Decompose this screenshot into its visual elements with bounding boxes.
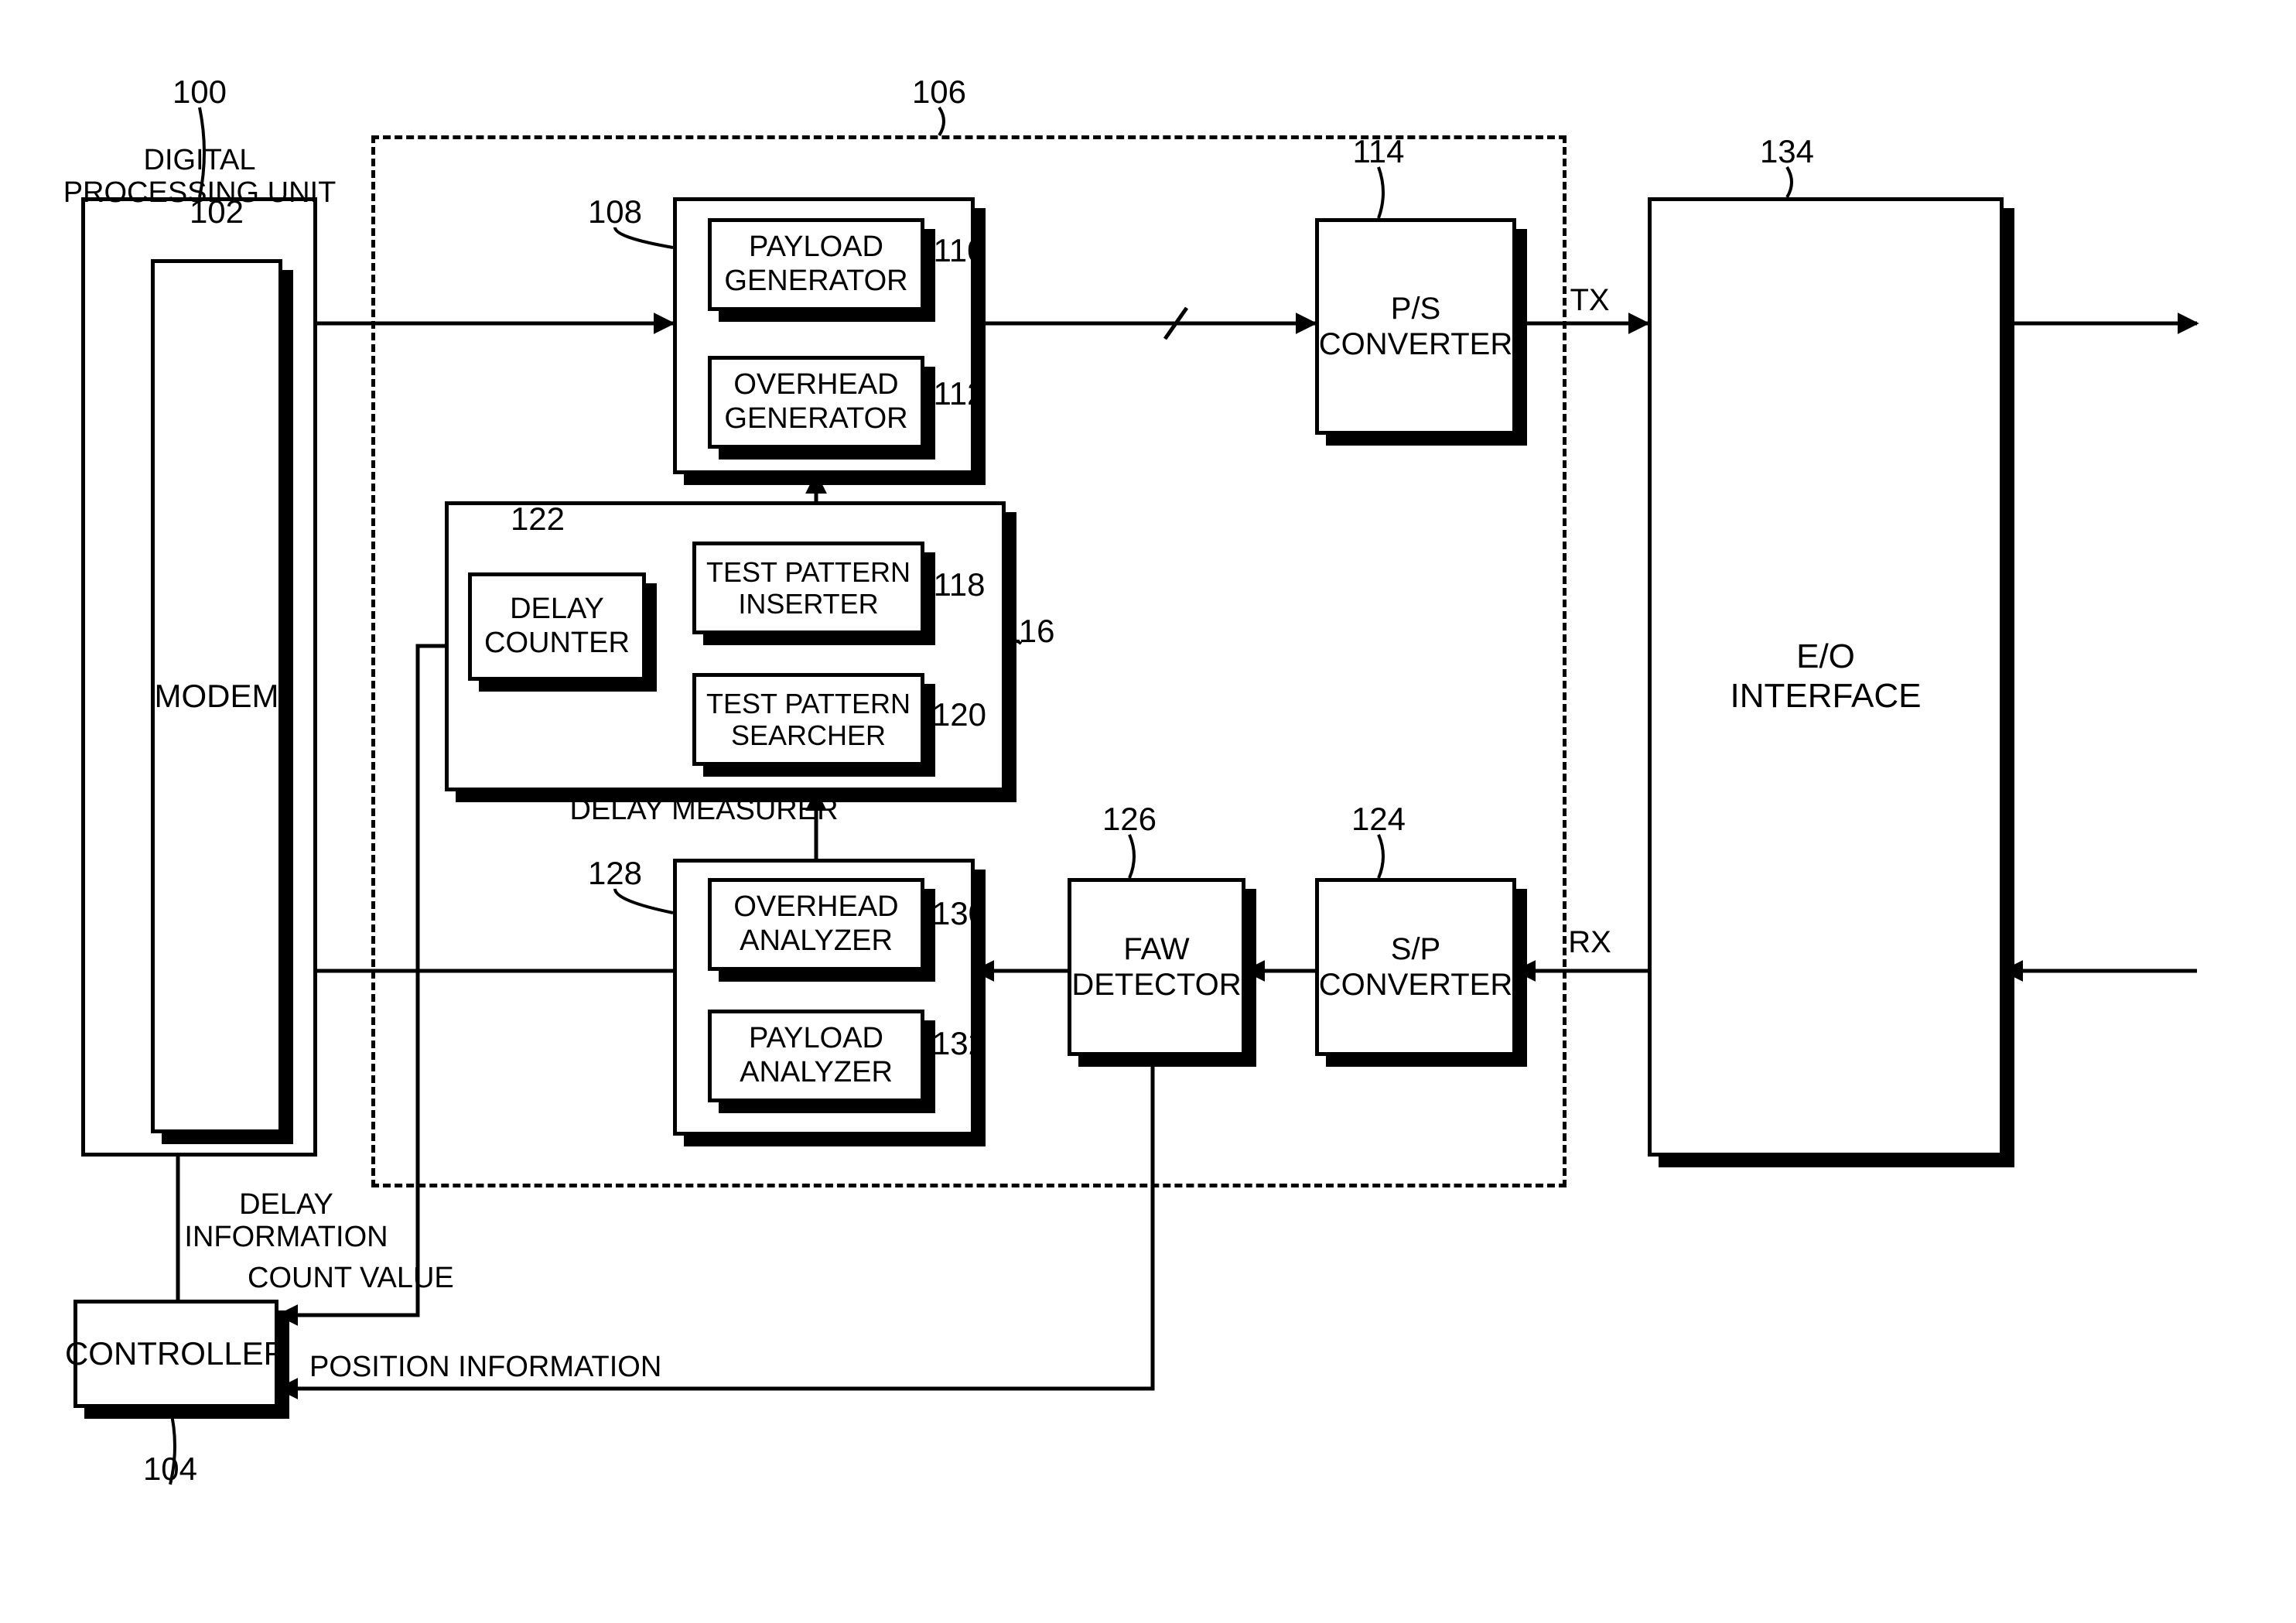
box-faw: FAW DETECTOR	[1068, 878, 1245, 1056]
ref-130: 130	[913, 895, 1006, 932]
box-label-faw: FAW DETECTOR	[1071, 931, 1241, 1003]
box-label-tp_searcher: TEST PATTERN SEARCHER	[706, 688, 911, 752]
box-label-payload_ana: PAYLOAD ANALYZER	[740, 1022, 893, 1089]
box-label-payload_gen: PAYLOAD GENERATOR	[724, 231, 907, 298]
box-label-modem: MODEM	[155, 678, 279, 715]
ref-100: 100	[153, 73, 246, 111]
box-label-delay_cntr: DELAY COUNTER	[484, 593, 630, 660]
box-label-controller: CONTROLLER	[65, 1335, 287, 1372]
diagram-canvas: MODEM CONTROLLER PAYLOAD GENERATOR OVERHEAD…	[0, 0, 2296, 1623]
box-label-overhead_gen: OVERHEAD GENERATOR	[724, 368, 907, 436]
label-delay_info: DELAY INFORMATION	[54, 1189, 518, 1254]
ref-114: 114	[1332, 133, 1425, 170]
ref-128: 128	[569, 855, 661, 892]
label-tx: TX	[1358, 283, 1822, 317]
ref-106: 106	[893, 73, 986, 111]
box-delay_cntr: DELAY COUNTER	[468, 572, 646, 681]
box-label-tp_inserter: TEST PATTERN INSERTER	[706, 556, 911, 620]
box-overhead_ana: OVERHEAD ANALYZER	[708, 878, 924, 971]
ref-110: 110	[913, 232, 1006, 269]
ref-108: 108	[569, 193, 661, 231]
ref-112: 112	[913, 375, 1006, 412]
box-payload_gen: PAYLOAD GENERATOR	[708, 218, 924, 311]
ref-116: 116	[982, 613, 1075, 650]
label-position_info: POSITION INFORMATION	[309, 1351, 774, 1384]
ref-102: 102	[170, 193, 263, 231]
ref-104: 104	[124, 1450, 217, 1488]
ref-124: 124	[1332, 801, 1425, 838]
ref-118: 118	[913, 566, 1006, 603]
ref-126: 126	[1083, 801, 1176, 838]
ref-120: 120	[913, 696, 1006, 733]
box-tp_searcher: TEST PATTERN SEARCHER	[692, 673, 924, 766]
box-modem: MODEM	[151, 259, 282, 1133]
ref-122: 122	[491, 501, 584, 538]
box-overhead_gen: OVERHEAD GENERATOR	[708, 356, 924, 449]
label-count_value: COUNT VALUE	[248, 1263, 712, 1295]
box-tp_inserter: TEST PATTERN INSERTER	[692, 542, 924, 634]
box-sp: S/P CONVERTER	[1315, 878, 1516, 1056]
ref-134: 134	[1741, 133, 1833, 170]
label-delay_meas: DELAY MEASURER	[472, 794, 936, 827]
box-eo: E/O INTERFACE	[1648, 197, 2004, 1157]
box-controller: CONTROLLER	[73, 1300, 278, 1408]
box-payload_ana: PAYLOAD ANALYZER	[708, 1010, 924, 1102]
ref-132: 132	[913, 1025, 1006, 1062]
label-rx: RX	[1358, 925, 1822, 959]
box-label-eo: E/O INTERFACE	[1731, 637, 1922, 716]
box-ps: P/S CONVERTER	[1315, 218, 1516, 435]
box-label-overhead_ana: OVERHEAD ANALYZER	[733, 890, 898, 958]
